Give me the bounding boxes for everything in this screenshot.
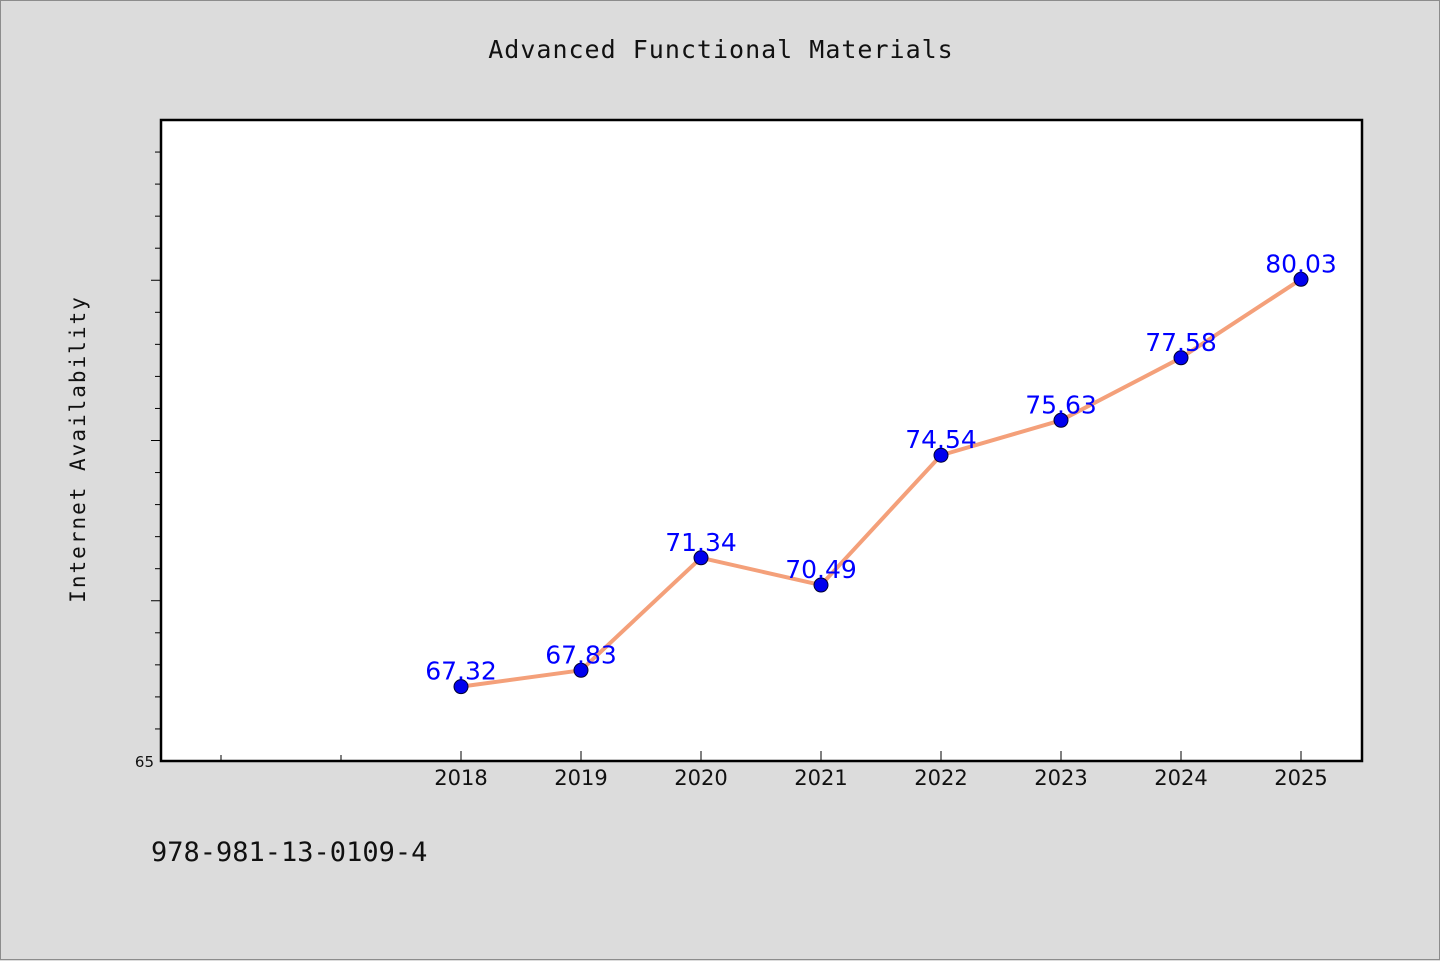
- data-label: 77.58: [1145, 328, 1217, 357]
- data-point: [693, 550, 709, 566]
- series-line: [459, 277, 1303, 689]
- data-point: [933, 447, 949, 463]
- data-label: 67.32: [425, 657, 497, 686]
- data-label: 71.34: [665, 528, 737, 557]
- data-label: 67.83: [545, 640, 617, 669]
- series-layer: [453, 271, 1309, 695]
- x-tick-label: 2018: [434, 766, 487, 790]
- plot-background: [159, 118, 1364, 763]
- chart-title: Advanced Functional Materials: [488, 35, 954, 64]
- x-axis-ticks: 2018 2019 2020 2021 2022 2023 2024 2025: [220, 751, 1328, 790]
- data-label: 75.63: [1025, 390, 1097, 419]
- x-tick-label: 2024: [1154, 766, 1207, 790]
- data-point: [1053, 412, 1069, 428]
- data-point: [453, 679, 469, 695]
- data-point: [813, 577, 829, 593]
- y-tick-label: 65: [135, 753, 154, 771]
- x-tick-label: 2025: [1274, 766, 1327, 790]
- data-label: 70.49: [785, 555, 857, 584]
- x-tick-label: 2019: [554, 766, 607, 790]
- data-point: [573, 662, 589, 678]
- footer-code: 978-981-13-0109-4: [151, 837, 428, 868]
- x-tick-label: 2023: [1034, 766, 1087, 790]
- x-tick-label: 2022: [914, 766, 967, 790]
- data-point: [1173, 350, 1189, 366]
- y-axis-ticks: 65: [135, 151, 161, 771]
- x-tick-label: 2020: [674, 766, 727, 790]
- data-point: [1293, 271, 1309, 287]
- data-label: 80.03: [1265, 249, 1337, 278]
- data-label: 74.54: [905, 425, 977, 454]
- data-labels-layer: 67.32 67.83 71.34 70.49 74.54 75.63 77.58 80.03: [425, 249, 1337, 685]
- x-tick-label: 2021: [794, 766, 847, 790]
